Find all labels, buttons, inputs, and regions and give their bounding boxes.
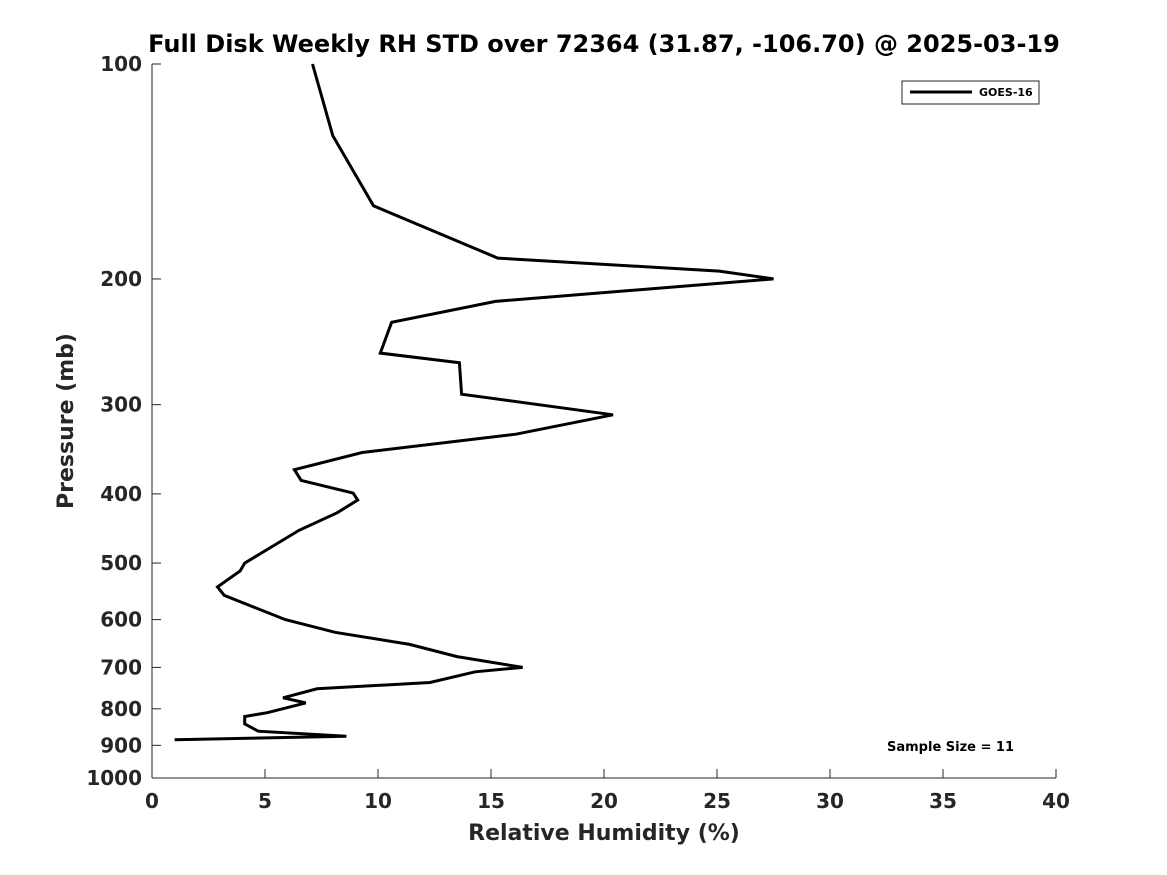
x-axis-title: Relative Humidity (%) [468,821,740,846]
y-tick-label: 800 [100,697,142,721]
y-tick-label: 1000 [86,766,142,790]
y-axis-title: Pressure (mb) [54,333,79,509]
x-tick-label: 35 [929,789,957,813]
y-tick-label: 200 [100,267,142,291]
chart-title: Full Disk Weekly RH STD over 72364 (31.8… [148,30,1060,58]
x-tick-label: 10 [364,789,392,813]
y-tick-label: 400 [100,482,142,506]
series-line-goes-16 [174,63,774,742]
y-tick-label: 300 [100,393,142,417]
series-layer [174,63,774,742]
y-tick-label: 900 [100,733,142,757]
x-tick-label: 20 [590,789,618,813]
y-tick-label: 600 [100,608,142,632]
x-tick-label: 0 [145,789,159,813]
x-tick-label: 30 [816,789,844,813]
y-tick-label: 700 [100,655,142,679]
y-tick-label: 100 [100,52,142,76]
x-tick-label: 15 [477,789,505,813]
legend: GOES-16 [901,80,1040,105]
y-tick-label: 500 [100,551,142,575]
legend-label-goes-16: GOES-16 [979,86,1033,99]
x-ticks: 0 5 10 15 20 25 30 35 40 [145,769,1070,813]
sample-size-annotation: Sample Size = 11 [887,740,1014,755]
x-tick-label: 25 [703,789,731,813]
x-tick-label: 5 [258,789,272,813]
y-ticks: 100 200 300 400 500 600 700 800 900 1000 [86,52,161,790]
x-tick-label: 40 [1042,789,1070,813]
